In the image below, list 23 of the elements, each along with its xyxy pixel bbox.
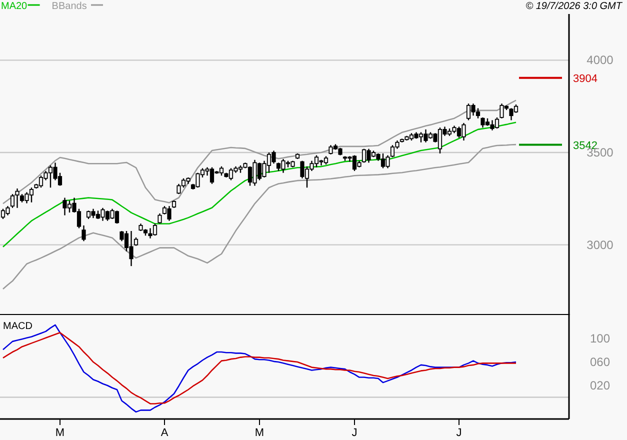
legend-label: BBands (52, 1, 87, 12)
x-tick-label: A (160, 427, 169, 439)
legend-label: MA20 (1, 1, 28, 12)
text: MACD (3, 321, 32, 332)
x-tick-label: M (55, 427, 65, 439)
text: © 19/7/2026 3:0 GMT (526, 1, 623, 12)
candlestick (15, 188, 20, 209)
ref-line-label: 3904 (573, 72, 598, 85)
line-series (2, 324, 517, 413)
candlestick (158, 212, 162, 224)
line-series (2, 122, 517, 248)
x-tick-label: J (456, 427, 462, 439)
x-tick-label: J (352, 427, 358, 439)
y-tick-label: 100 (590, 332, 610, 346)
y-tick-label: 060 (590, 355, 610, 370)
x-tick-label: M (254, 427, 264, 439)
y-tick-label: 4000 (586, 53, 614, 68)
candlestick (10, 193, 15, 209)
line-series (2, 332, 517, 404)
candlestick (82, 224, 86, 242)
y-tick-label: 3000 (586, 238, 614, 252)
line-series (2, 144, 517, 290)
y-tick-label: 020 (590, 378, 610, 393)
